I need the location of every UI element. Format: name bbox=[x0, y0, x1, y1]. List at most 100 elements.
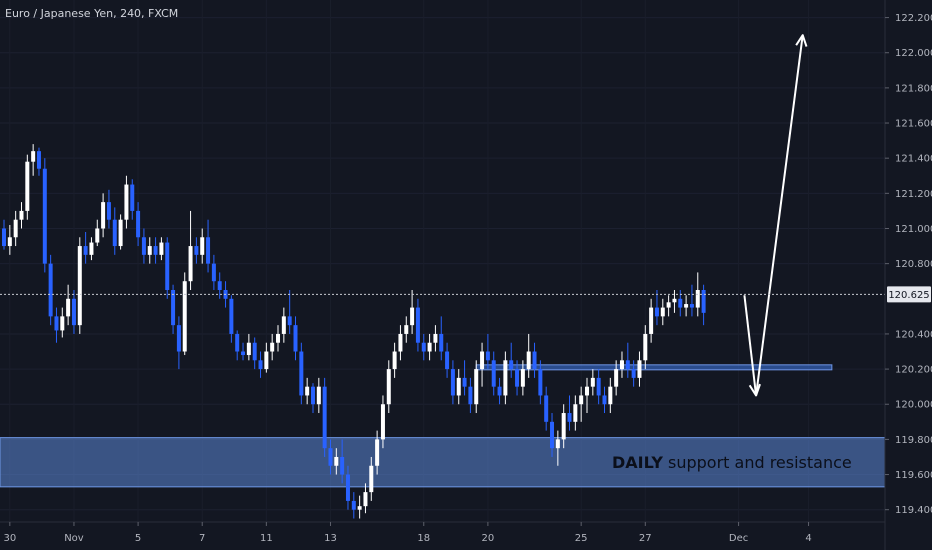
candle-body bbox=[19, 210, 24, 220]
current-price-label: 120.625 bbox=[888, 290, 929, 301]
candle-body bbox=[555, 439, 560, 449]
candle-body bbox=[124, 184, 129, 220]
candle-body bbox=[532, 351, 537, 370]
time-axis[interactable]: 30 Nov 5 7 11 13 18 20 25 27 Dec 4 bbox=[0, 521, 885, 544]
price-tick-label: 122.000 bbox=[895, 48, 932, 59]
candle-body bbox=[567, 413, 572, 422]
price-tick-label: 119.800 bbox=[895, 435, 932, 446]
candle-body bbox=[83, 246, 88, 255]
candle-body bbox=[410, 307, 415, 326]
candle-body bbox=[217, 281, 222, 290]
candle-body bbox=[433, 333, 438, 343]
price-tick-label: 120.200 bbox=[895, 365, 932, 376]
candle-body bbox=[270, 342, 275, 352]
zone-label-text: DAILY support and resistance bbox=[612, 453, 852, 472]
candle-body bbox=[293, 325, 298, 352]
candle-body bbox=[654, 307, 659, 317]
current-price-badge: 120.625 bbox=[887, 286, 931, 303]
candle-body bbox=[322, 386, 327, 449]
candle-body bbox=[427, 342, 432, 352]
candle-body bbox=[357, 506, 362, 510]
candle-body bbox=[462, 377, 467, 387]
candle-body bbox=[165, 242, 170, 290]
candle-body bbox=[660, 307, 665, 317]
candle-body bbox=[252, 342, 257, 361]
candle-body bbox=[25, 161, 30, 211]
candle-body bbox=[439, 333, 444, 352]
price-tick-label: 120.400 bbox=[895, 329, 932, 340]
candle-body bbox=[351, 500, 356, 510]
candle-body bbox=[550, 421, 555, 449]
candle-body bbox=[229, 298, 234, 334]
candle-body bbox=[421, 342, 426, 352]
candle-body bbox=[684, 304, 689, 308]
daily-support-resistance-zone bbox=[0, 437, 886, 488]
candle-body bbox=[48, 263, 53, 317]
candle-body bbox=[106, 202, 111, 220]
candle-body bbox=[468, 386, 473, 405]
candle-body bbox=[200, 237, 205, 255]
candle-body bbox=[101, 202, 106, 229]
annotation-zones bbox=[0, 364, 886, 488]
candle-body bbox=[153, 246, 158, 255]
candle-body bbox=[71, 298, 76, 326]
candle-body bbox=[334, 456, 339, 466]
candle-body bbox=[590, 377, 595, 387]
candle-body bbox=[310, 386, 315, 405]
zone-label-rest: support and resistance bbox=[663, 453, 852, 472]
candle-body bbox=[316, 386, 321, 405]
candle-body bbox=[386, 369, 391, 405]
candle-body bbox=[206, 237, 211, 264]
candle-body bbox=[503, 360, 508, 396]
candle-body bbox=[369, 465, 374, 493]
candle-body bbox=[398, 333, 403, 352]
candle-body bbox=[188, 246, 193, 282]
price-tick-label: 122.200 bbox=[895, 13, 932, 24]
candle-body bbox=[141, 237, 146, 255]
candle-body bbox=[77, 246, 82, 326]
candle-body bbox=[695, 290, 700, 308]
candle-body bbox=[392, 351, 397, 370]
time-tick-label: 4 bbox=[805, 533, 811, 544]
price-tick-label: 120.000 bbox=[895, 400, 932, 411]
candle-body bbox=[130, 184, 135, 211]
candle-body bbox=[614, 369, 619, 387]
time-tick-label: 27 bbox=[639, 533, 652, 544]
candle-body bbox=[305, 386, 310, 396]
price-tick-label: 119.600 bbox=[895, 470, 932, 481]
candle-body bbox=[573, 404, 578, 422]
candle-body bbox=[276, 333, 281, 343]
candle-body bbox=[596, 377, 601, 396]
candle-body bbox=[281, 316, 286, 334]
candle-body bbox=[515, 369, 520, 387]
price-tick-label: 120.800 bbox=[895, 259, 932, 270]
candle-body bbox=[211, 263, 216, 282]
candle-body bbox=[95, 228, 100, 243]
candle-body bbox=[118, 219, 123, 247]
zone-label: DAILY support and resistance bbox=[612, 453, 852, 472]
candle-body bbox=[375, 439, 380, 466]
candle-body bbox=[415, 307, 420, 343]
candle-body bbox=[404, 325, 409, 334]
price-tick-label: 121.000 bbox=[895, 224, 932, 235]
current-price-badge-bg bbox=[887, 286, 931, 303]
candle-body bbox=[182, 281, 187, 352]
candle-body bbox=[54, 316, 59, 331]
candle-body bbox=[380, 404, 385, 440]
grid bbox=[0, 17, 885, 511]
candle-body bbox=[608, 386, 613, 405]
time-tick-label: 20 bbox=[482, 533, 495, 544]
candle-body bbox=[474, 369, 479, 405]
candle-body bbox=[526, 351, 531, 370]
candle-body bbox=[13, 219, 18, 238]
price-axis[interactable]: 122.200 122.000 121.800 121.600 121.400 121.2… bbox=[884, 0, 932, 550]
candle-body bbox=[2, 228, 6, 247]
candle-body bbox=[701, 290, 706, 313]
candle-body bbox=[491, 360, 496, 387]
candle-body bbox=[561, 413, 566, 440]
candle-body bbox=[7, 237, 12, 247]
candle-body bbox=[689, 304, 694, 308]
candle-body bbox=[89, 242, 94, 255]
candle-body bbox=[450, 369, 455, 396]
